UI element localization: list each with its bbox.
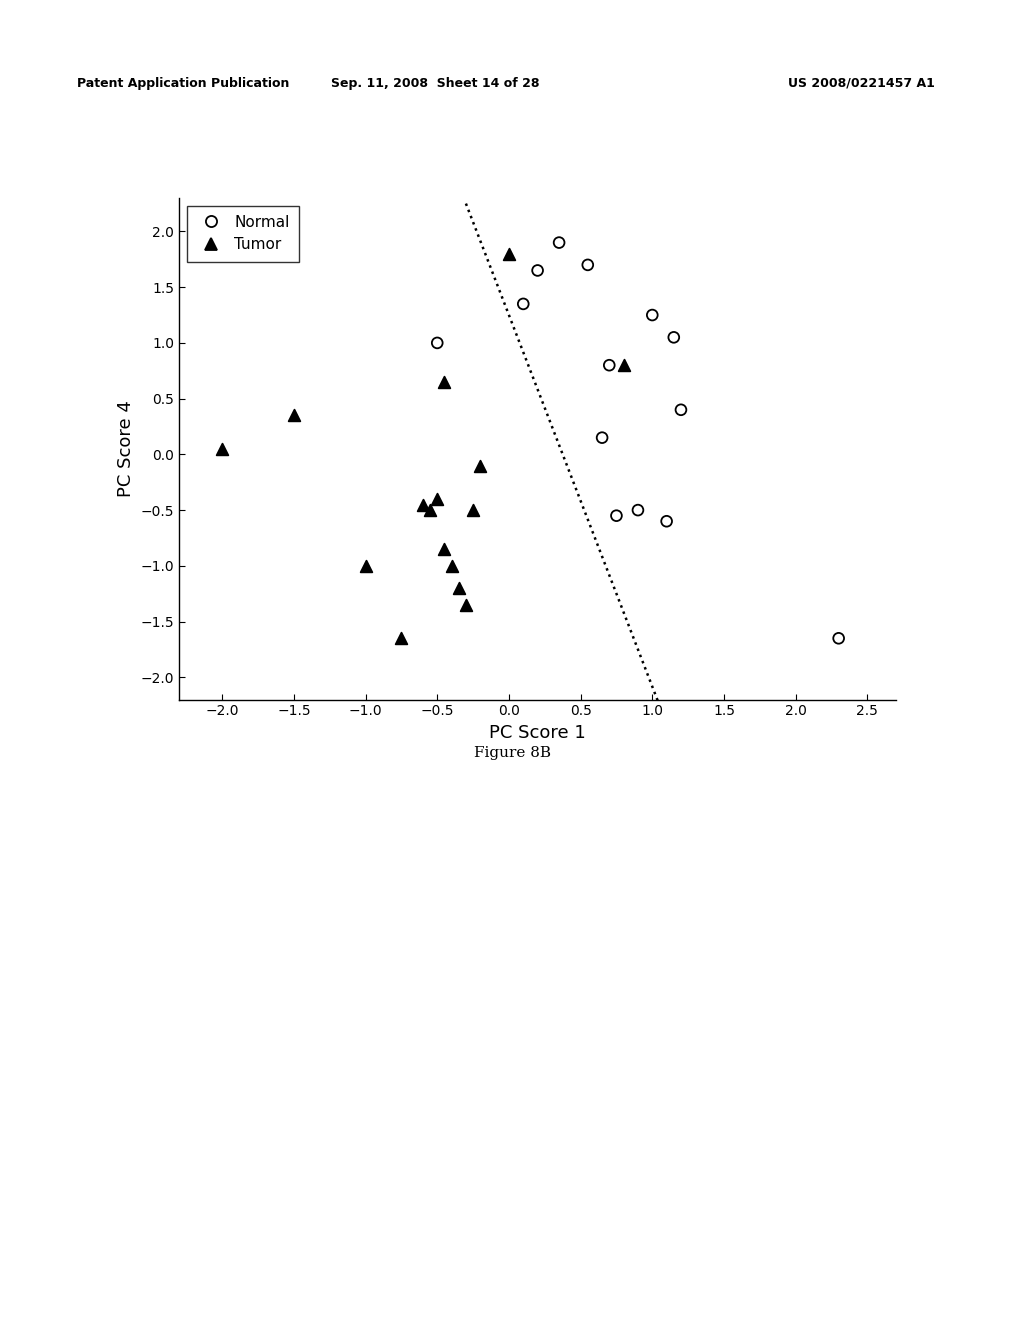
Point [608,506,625,527]
Point [422,499,438,520]
Point [436,371,453,392]
Text: US 2008/0221457 A1: US 2008/0221457 A1 [788,77,935,90]
Point [830,628,847,649]
Point [429,333,445,354]
Point [443,556,460,577]
Point [214,438,230,459]
Text: Sep. 11, 2008  Sheet 14 of 28: Sep. 11, 2008 Sheet 14 of 28 [331,77,540,90]
Point [415,494,431,515]
Point [357,556,374,577]
Point [515,293,531,314]
Point [429,488,445,510]
Point [436,539,453,560]
Point [601,355,617,376]
Point [458,594,474,615]
Point [529,260,546,281]
X-axis label: PC Score 1: PC Score 1 [489,723,586,742]
Point [393,628,410,649]
Legend: Normal, Tumor: Normal, Tumor [186,206,299,261]
Point [673,399,689,420]
Point [630,499,646,520]
Text: Patent Application Publication: Patent Application Publication [77,77,289,90]
Point [615,355,632,376]
Point [465,499,481,520]
Text: Figure 8B: Figure 8B [473,746,551,760]
Point [580,255,596,276]
Point [472,455,488,477]
Point [594,428,610,449]
Point [286,405,302,426]
Point [658,511,675,532]
Point [551,232,567,253]
Point [644,305,660,326]
Point [451,578,467,599]
Y-axis label: PC Score 4: PC Score 4 [117,400,135,498]
Point [501,243,517,264]
Point [666,327,682,348]
